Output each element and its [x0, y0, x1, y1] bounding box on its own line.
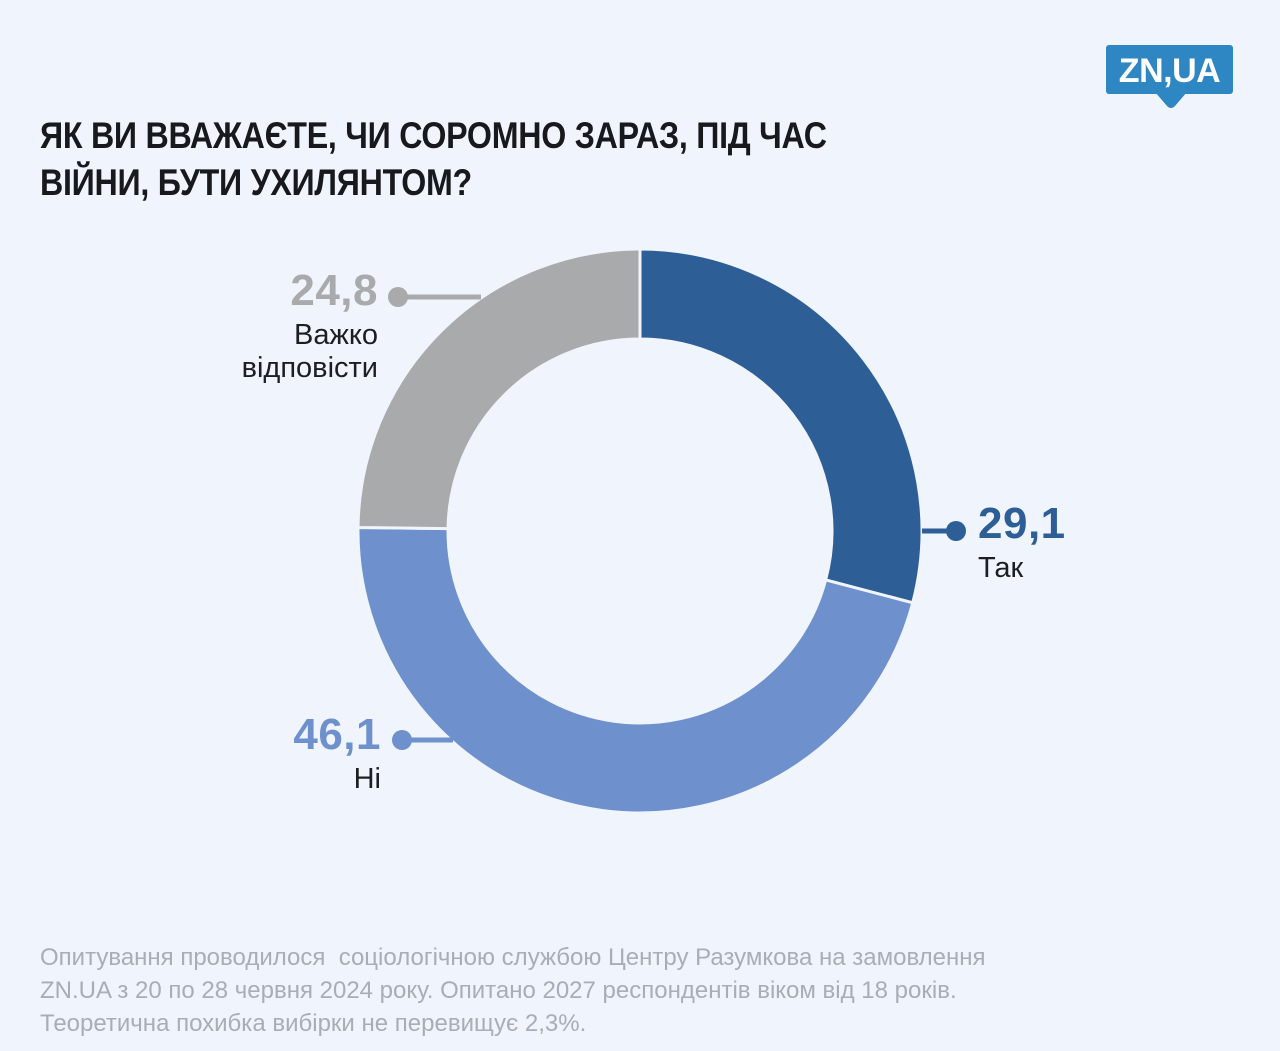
value-yes: 29,1	[978, 499, 1066, 548]
donut-segment-0	[638, 247, 924, 605]
value-no: 46,1	[293, 710, 381, 759]
callout-hard-to-answer: 24,8 Важко відповісти	[200, 268, 378, 385]
logo-text: ZN,UA	[1119, 52, 1220, 90]
logo-background	[1106, 45, 1233, 94]
label-yes: Так	[978, 552, 1024, 584]
label-no: Ні	[353, 763, 381, 795]
label-hard-to-answer: Важко відповісти	[241, 319, 378, 384]
value-hard-to-answer: 24,8	[290, 266, 378, 315]
donut-segment-2	[356, 247, 642, 531]
znua-logo: ZN,UA	[1100, 42, 1240, 112]
callout-no: 46,1 Ні	[293, 712, 381, 796]
footer-line-1: Опитування проводилося соціологічною слу…	[40, 944, 986, 971]
leader-dot-2	[388, 287, 408, 307]
leader-dot-1	[392, 730, 412, 750]
footer-line-3: Теоретична похибка вибірки не перевищує …	[40, 1010, 587, 1037]
chart-title-line-1: ЯК ВИ ВВАЖАЄТЕ, ЧИ СОРОМНО ЗАРАЗ, ПІД ЧА…	[40, 115, 827, 156]
chart-title-line-2: ВІЙНИ, БУТИ УХИЛЯНТОМ?	[40, 162, 472, 203]
footer-line-2: ZN.UA з 20 по 28 червня 2024 року. Опита…	[40, 977, 957, 1004]
survey-methodology-note: Опитування проводилося соціологічною слу…	[40, 941, 986, 1040]
donut-segment-1	[356, 525, 915, 815]
leader-dot-0	[946, 521, 966, 541]
chart-title: ЯК ВИ ВВАЖАЄТЕ, ЧИ СОРОМНО ЗАРАЗ, ПІД ЧА…	[40, 112, 827, 206]
callout-yes: 29,1 Так	[978, 501, 1066, 585]
logo-speech-tail	[1155, 92, 1187, 108]
